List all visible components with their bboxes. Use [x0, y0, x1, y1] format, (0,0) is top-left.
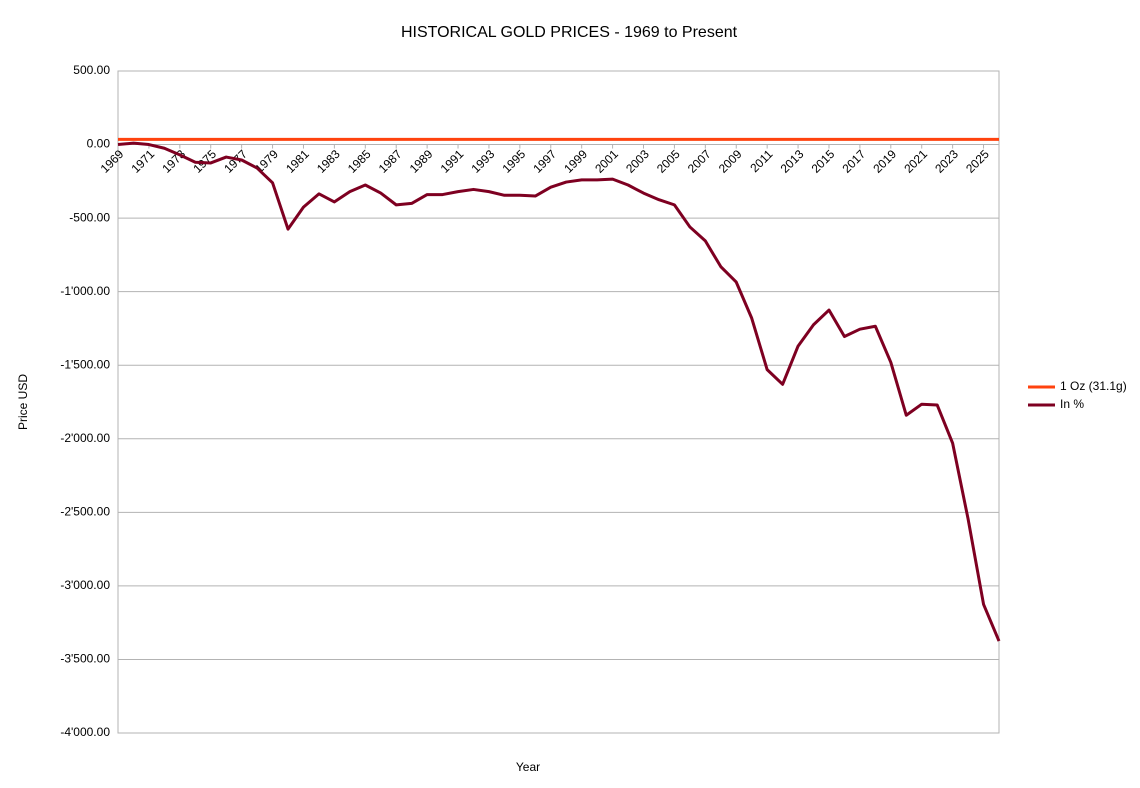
legend-label: In %	[1060, 397, 1084, 411]
y-tick-label: 0.00	[87, 137, 111, 151]
x-tick-label: 2003	[623, 147, 652, 176]
x-tick-label: 2015	[809, 147, 838, 176]
legend-label: 1 Oz (31.1g)	[1060, 379, 1127, 393]
x-tick-label: 1969	[98, 147, 127, 176]
y-tick-label: -1'500.00	[60, 357, 110, 371]
x-tick-label: 2017	[839, 147, 868, 176]
y-tick-label: -2'500.00	[60, 505, 110, 519]
x-tick-label: 1991	[438, 147, 467, 176]
x-tick-label: 2023	[932, 147, 961, 176]
x-tick-label: 1985	[345, 147, 374, 176]
y-tick-label: -3'500.00	[60, 652, 110, 666]
x-tick-label: 1983	[314, 147, 343, 176]
x-tick-label: 1999	[561, 147, 590, 176]
y-axis-label: Price USD	[16, 374, 30, 430]
y-tick-label: 500.00	[73, 63, 110, 77]
x-tick-label: 2007	[685, 147, 714, 176]
series-line	[117, 141, 1001, 642]
y-tick-label: -500.00	[69, 210, 110, 224]
x-tick-label: 2011	[747, 147, 775, 175]
x-tick-label: 1979	[252, 147, 281, 176]
x-tick-label: 1971	[128, 147, 157, 176]
x-axis-label: Year	[516, 760, 540, 774]
y-tick-label: -2'000.00	[60, 431, 110, 445]
x-tick-label: 1993	[469, 147, 498, 176]
x-tick-label: 2009	[716, 147, 745, 176]
x-tick-label: 2025	[963, 147, 992, 176]
x-tick-label: 1995	[499, 147, 528, 176]
plot-border	[117, 70, 1000, 734]
y-tick-label: -1'000.00	[60, 284, 110, 298]
y-tick-label: -4'000.00	[60, 725, 110, 739]
x-tick-label: 2013	[778, 147, 807, 176]
x-tick-label: 1989	[407, 147, 436, 176]
chart-title: HISTORICAL GOLD PRICES - 1969 to Present	[401, 24, 738, 41]
x-tick-label: 2001	[592, 147, 621, 176]
x-tick-label: 1981	[283, 147, 312, 176]
x-tick-label: 2019	[870, 147, 899, 176]
x-tick-label: 2005	[654, 147, 683, 176]
x-tick-label: 2021	[901, 147, 930, 176]
y-tick-label: -3'000.00	[60, 578, 110, 592]
x-tick-label: 1987	[376, 147, 405, 176]
x-tick-label: 1997	[530, 147, 559, 176]
